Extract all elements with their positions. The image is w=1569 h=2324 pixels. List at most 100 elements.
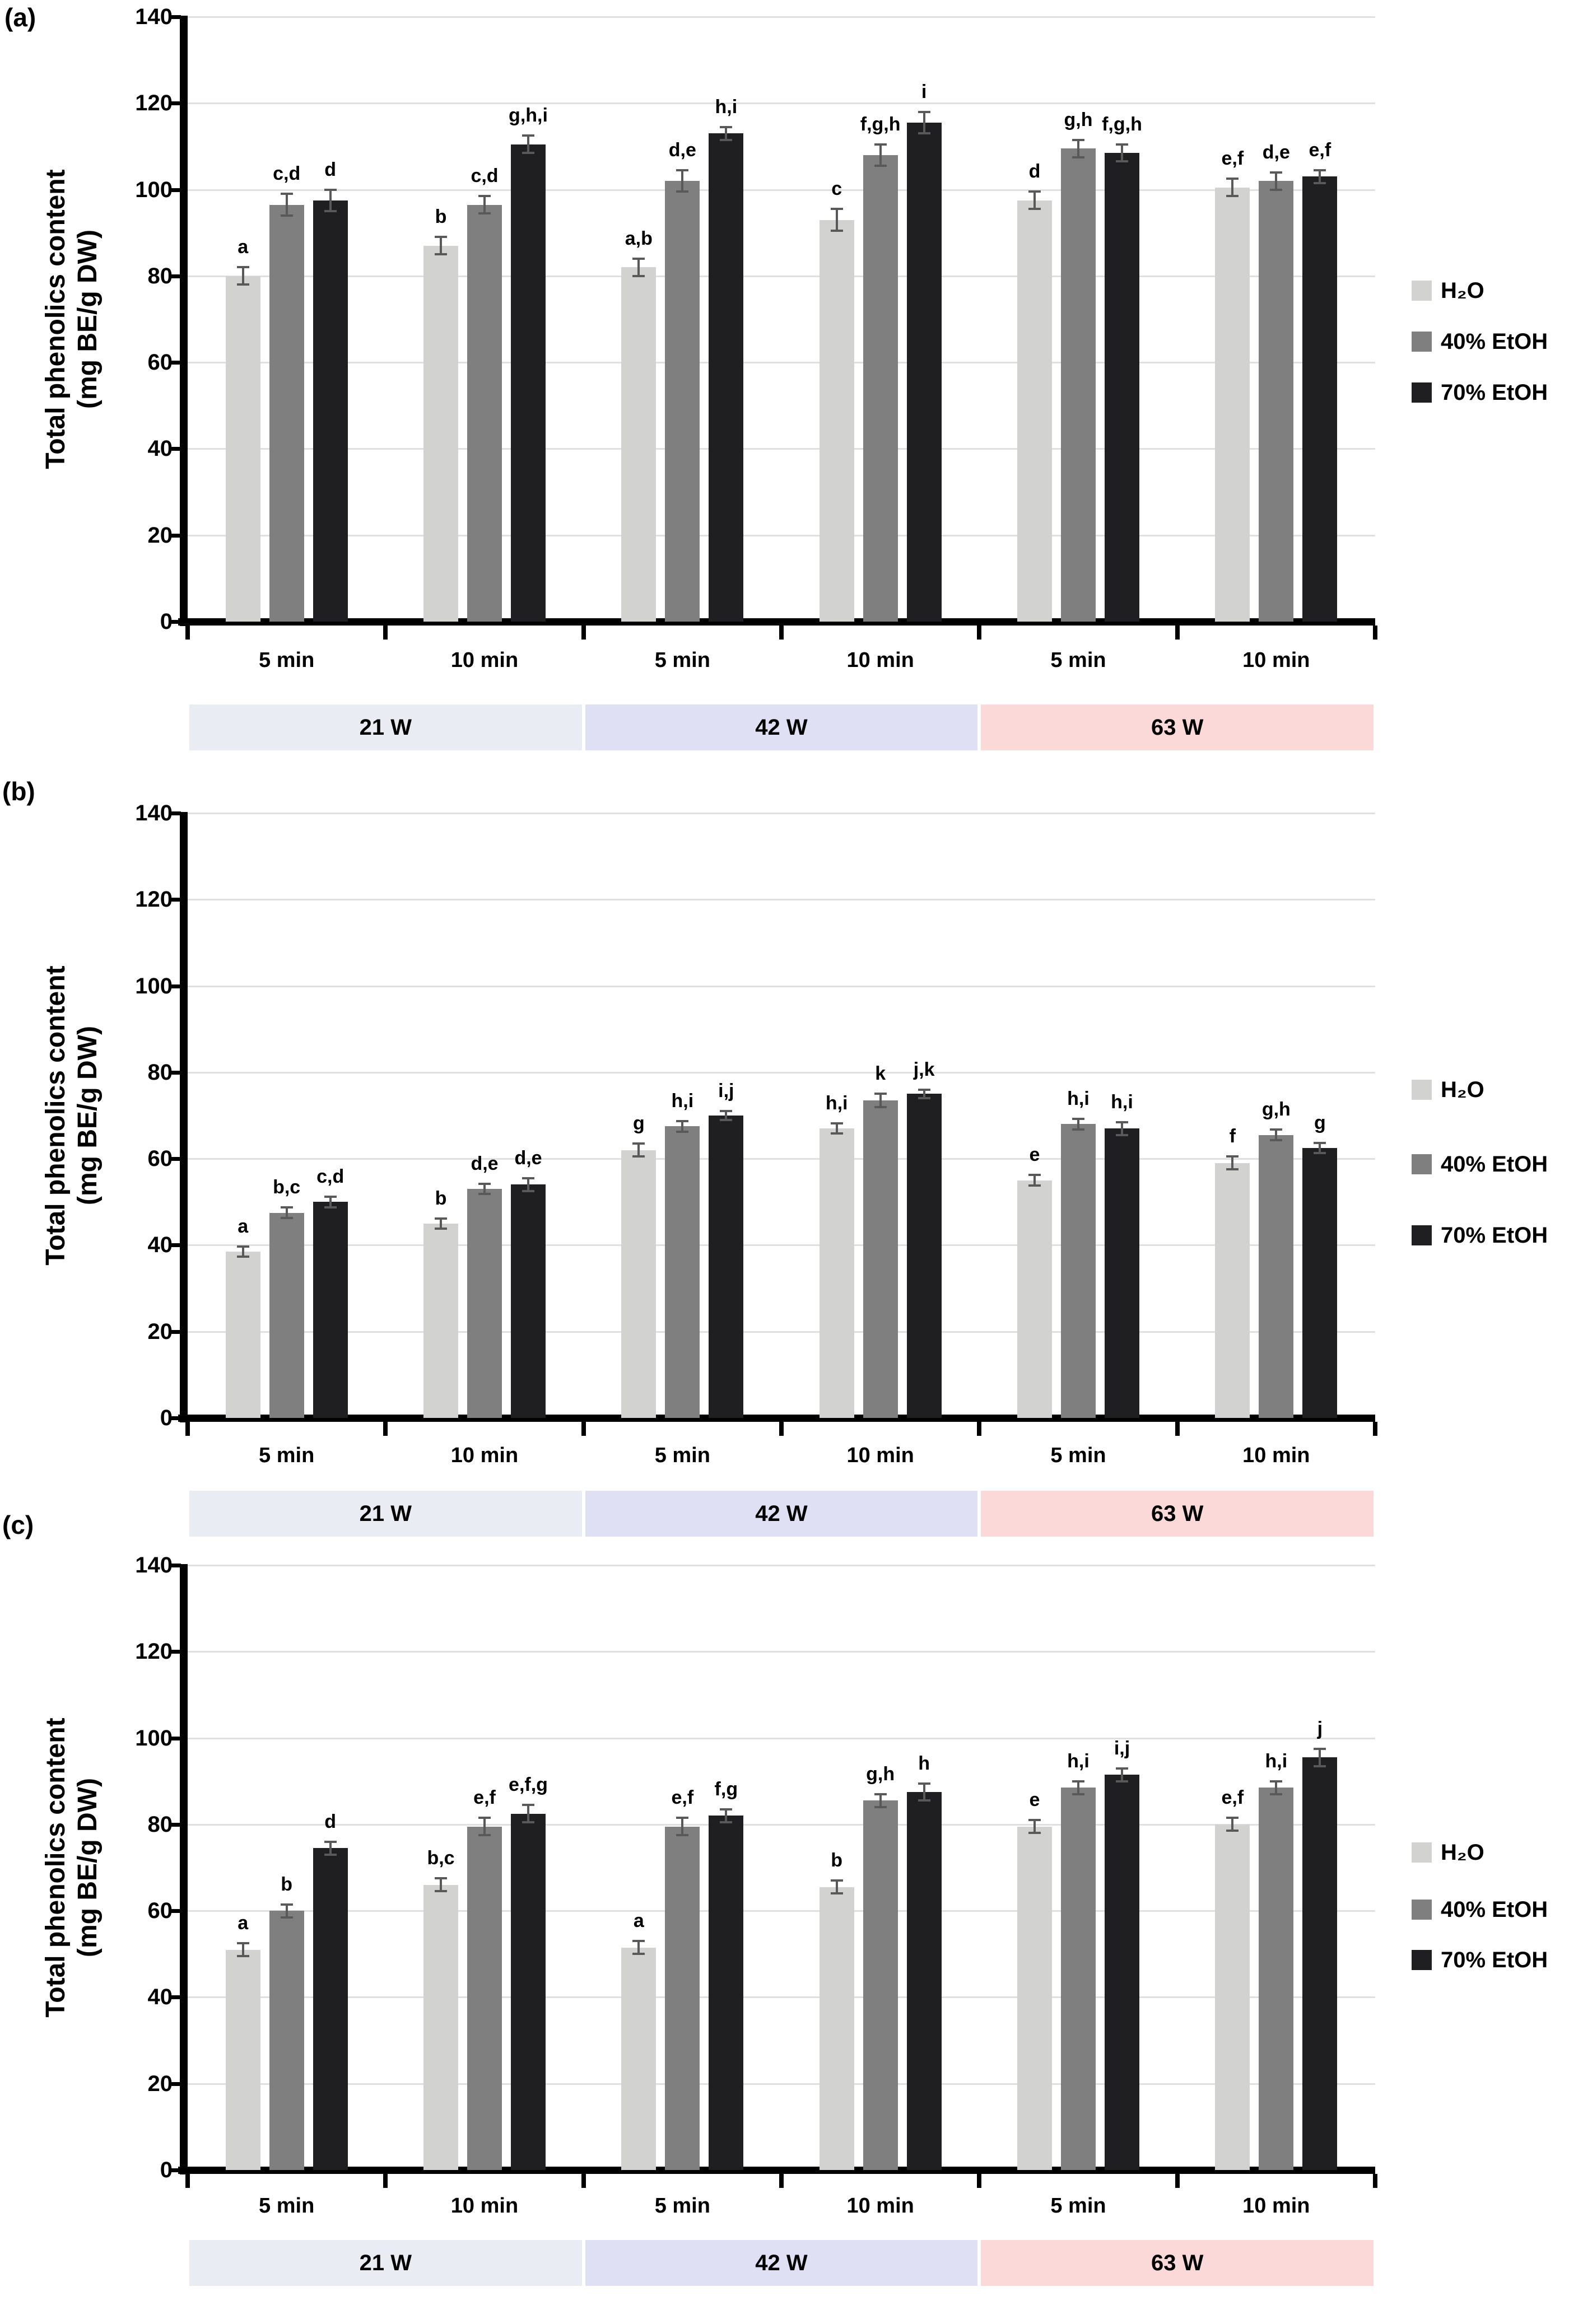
bar-40% EtOH-group5 [1259, 181, 1294, 622]
sig-label-H₂O-group1: b [435, 206, 447, 228]
bar-70% EtOH-group2 [709, 1116, 744, 1418]
legend-label-H₂O: H₂O [1441, 278, 1484, 303]
error-cap-top [1270, 171, 1283, 174]
sig-label-70% EtOH-group5: j [1317, 1718, 1323, 1739]
sig-label-70% EtOH-group0: d [324, 158, 337, 180]
sig-label-70% EtOH-group4: h,i [1111, 1091, 1133, 1113]
error-bar-40% EtOH-group5 [1275, 172, 1278, 190]
sig-label-H₂O-group3: b [831, 1850, 843, 1872]
x-axis-line [178, 618, 1375, 626]
bar-70% EtOH-group3 [906, 123, 942, 622]
gridline-140 [188, 16, 1375, 18]
bar-40% EtOH-group0 [269, 204, 304, 622]
x-tick-mark-6 [1373, 626, 1377, 640]
error-cap-top [1072, 138, 1084, 141]
error-cap-bottom [632, 274, 645, 277]
error-cap-bottom [435, 1890, 447, 1893]
error-bar-70% EtOH-group4 [1121, 1122, 1123, 1135]
sig-label-70% EtOH-group3: j,k [913, 1058, 935, 1080]
y-axis-line [180, 812, 188, 1422]
bar-70% EtOH-group2 [709, 133, 744, 622]
gridline-60 [188, 362, 1375, 364]
y-tick-label-20: 20 [147, 1319, 173, 1344]
legend-label-40% EtOH: 40% EtOH [1441, 329, 1548, 354]
sig-label-H₂O-group4: e [1029, 1789, 1040, 1811]
error-bar-70% EtOH-group0 [329, 189, 332, 212]
x-axis-line [178, 1415, 1375, 1422]
sig-label-70% EtOH-group2: i,j [718, 1080, 734, 1102]
x-tick-mark-5 [1175, 2174, 1180, 2188]
error-cap-top [280, 1903, 293, 1906]
bar-70% EtOH-group5 [1302, 1147, 1338, 1418]
error-bar-H₂O-group5 [1231, 179, 1234, 197]
legend-swatch-40% EtOH [1412, 332, 1432, 352]
gridline-20 [188, 534, 1375, 536]
y-tick-mark-60 [171, 1157, 181, 1161]
error-cap-top [1028, 190, 1041, 193]
gridline-100 [188, 1737, 1375, 1739]
error-cap-bottom [435, 253, 447, 256]
sig-label-40% EtOH-group1: c,d [471, 165, 499, 187]
bar-40% EtOH-group4 [1061, 1788, 1096, 2170]
error-bar-H₂O-group2 [637, 1144, 640, 1157]
error-bar-40% EtOH-group2 [681, 1818, 684, 1836]
error-cap-top [1072, 1780, 1084, 1782]
error-cap-bottom [918, 1097, 930, 1100]
error-cap-top [435, 1217, 447, 1220]
bar-H₂O-group4 [1017, 1180, 1052, 1418]
error-bar-H₂O-group0 [241, 1943, 244, 1957]
error-cap-top [478, 1817, 491, 1819]
error-cap-bottom [874, 1105, 887, 1108]
error-bar-70% EtOH-group0 [329, 1841, 332, 1855]
power-band-42W: 42 W [585, 2240, 978, 2286]
sig-label-40% EtOH-group4: h,i [1067, 1088, 1090, 1110]
legend-swatch-70% EtOH [1412, 382, 1432, 403]
error-cap-bottom [1270, 1138, 1283, 1141]
error-cap-bottom [1116, 1780, 1128, 1782]
error-cap-top [632, 1142, 645, 1145]
bar-H₂O-group3 [819, 220, 854, 622]
x-category-label-1: 10 min [450, 648, 519, 672]
error-cap-top [1314, 1747, 1326, 1750]
error-cap-bottom [522, 152, 534, 154]
sig-label-70% EtOH-group4: f,g,h [1102, 113, 1142, 135]
x-tick-mark-0 [185, 2174, 190, 2188]
y-axis-title-c-line1: Total phenolics content [41, 1718, 71, 2018]
gridline-60 [188, 1910, 1375, 1912]
gridline-120 [188, 102, 1375, 105]
error-bar-40% EtOH-group1 [483, 1818, 486, 1836]
error-cap-top [830, 1879, 843, 1882]
gridline-20 [188, 1331, 1375, 1333]
bar-70% EtOH-group3 [906, 1094, 942, 1418]
x-category-label-3: 10 min [846, 648, 914, 672]
bar-40% EtOH-group3 [863, 1800, 898, 2170]
sig-label-70% EtOH-group1: g,h,i [509, 105, 548, 127]
legend-label-40% EtOH: 40% EtOH [1441, 1152, 1548, 1177]
sig-label-40% EtOH-group0: b,c [273, 1177, 301, 1198]
legend-swatch-H₂O [1412, 1842, 1432, 1863]
error-bar-70% EtOH-group0 [329, 1197, 332, 1207]
error-cap-bottom [236, 1256, 249, 1258]
error-cap-bottom [1314, 182, 1326, 184]
error-bar-H₂O-group0 [241, 267, 244, 285]
x-category-label-0: 5 min [259, 648, 315, 672]
bar-40% EtOH-group5 [1259, 1788, 1294, 2170]
y-tick-label-60: 60 [147, 350, 173, 375]
legend-label-H₂O: H₂O [1441, 1077, 1484, 1102]
x-category-label-3: 10 min [846, 1444, 914, 1467]
error-cap-bottom [280, 1916, 293, 1919]
legend-label-70% EtOH: 70% EtOH [1441, 1948, 1548, 1972]
error-bar-H₂O-group3 [835, 209, 838, 231]
error-bar-H₂O-group0 [241, 1246, 244, 1257]
sig-label-40% EtOH-group0: c,d [273, 163, 301, 185]
error-bar-H₂O-group3 [835, 1123, 838, 1134]
sig-label-40% EtOH-group2: d,e [668, 139, 696, 161]
bar-40% EtOH-group0 [269, 1911, 304, 2170]
error-bar-H₂O-group3 [835, 1880, 838, 1894]
error-cap-top [435, 1877, 447, 1880]
bar-40% EtOH-group3 [863, 155, 898, 622]
y-tick-mark-60 [171, 361, 181, 365]
x-tick-mark-4 [977, 2174, 982, 2188]
y-axis-title-a: Total phenolics content (mg BE/g DW) [40, 11, 104, 627]
y-axis-title-b: Total phenolics content (mg BE/g DW) [40, 808, 104, 1424]
